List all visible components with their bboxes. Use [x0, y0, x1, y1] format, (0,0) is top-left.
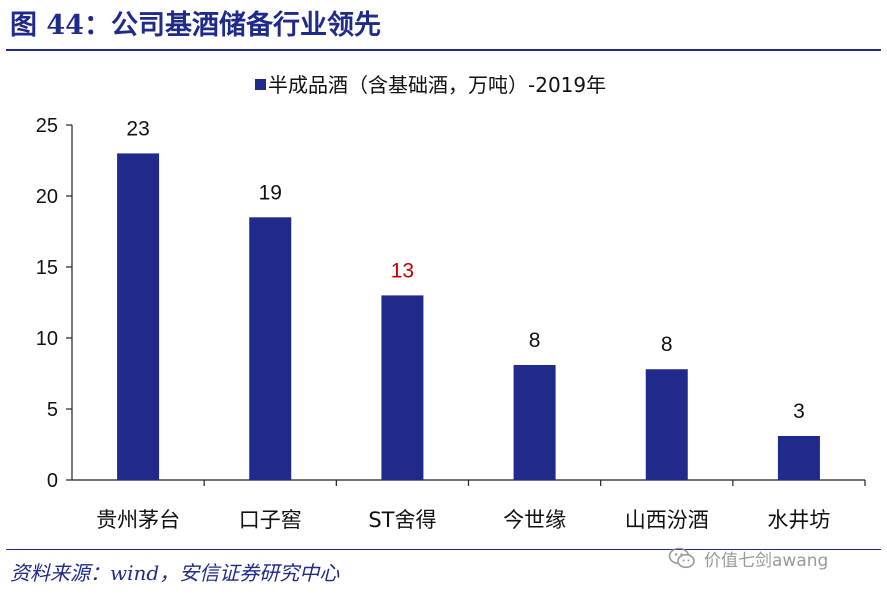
category-label: 贵州茅台 [96, 508, 180, 532]
data-label: 8 [529, 329, 541, 352]
category-label: 口子窖 [239, 508, 302, 532]
y-tick-label: 15 [36, 257, 58, 279]
bar-chart: 半成品酒（含基础酒，万吨）-2019年 0 5 10 15 20 25 23 贵州茅台 19 口子… [36, 73, 866, 532]
y-tick-label: 0 [47, 470, 58, 492]
chart: 半成品酒（含基础酒，万吨）-2019年 0 5 10 15 20 25 23 贵州茅台 19 口子… [0, 51, 887, 548]
bar [117, 153, 160, 480]
bar [381, 295, 424, 480]
bar [249, 217, 292, 481]
data-label: 19 [259, 181, 282, 204]
plot-area: 0 5 10 15 20 25 23 贵州茅台 19 口子窖 13 ST舍得 8 今世缘 8 山西汾酒 3 水井坊 [36, 115, 866, 532]
source-note: 资料来源：wind，安信证券研究中心 [10, 561, 340, 585]
header-title: 图 44：公司基酒储备行业领先 [10, 10, 381, 41]
bar [513, 364, 556, 480]
category-label: ST舍得 [368, 508, 436, 532]
category-label: 今世缘 [503, 508, 566, 532]
legend-swatch [255, 79, 266, 90]
bar [777, 435, 820, 480]
data-label: 3 [793, 400, 805, 423]
category-label: 水井坊 [767, 508, 830, 532]
watermark-text: 价值七剑awang [704, 550, 829, 571]
y-tick-label: 10 [36, 328, 58, 350]
bar [645, 369, 688, 480]
legend: 半成品酒（含基础酒，万吨）-2019年 [255, 73, 606, 97]
y-tick-label: 5 [47, 399, 58, 421]
header-rule [6, 49, 881, 51]
data-label: 8 [661, 333, 673, 356]
data-label: 23 [126, 117, 149, 140]
wechat-icon [668, 547, 695, 569]
y-tick-label: 20 [36, 186, 58, 208]
category-label: 山西汾酒 [625, 508, 709, 532]
watermark: 价值七剑awang [668, 540, 828, 576]
y-tick-label: 25 [36, 115, 58, 137]
legend-label: 半成品酒（含基础酒，万吨）-2019年 [268, 73, 606, 97]
footer-rule [6, 549, 881, 550]
data-label: 13 [391, 259, 414, 282]
